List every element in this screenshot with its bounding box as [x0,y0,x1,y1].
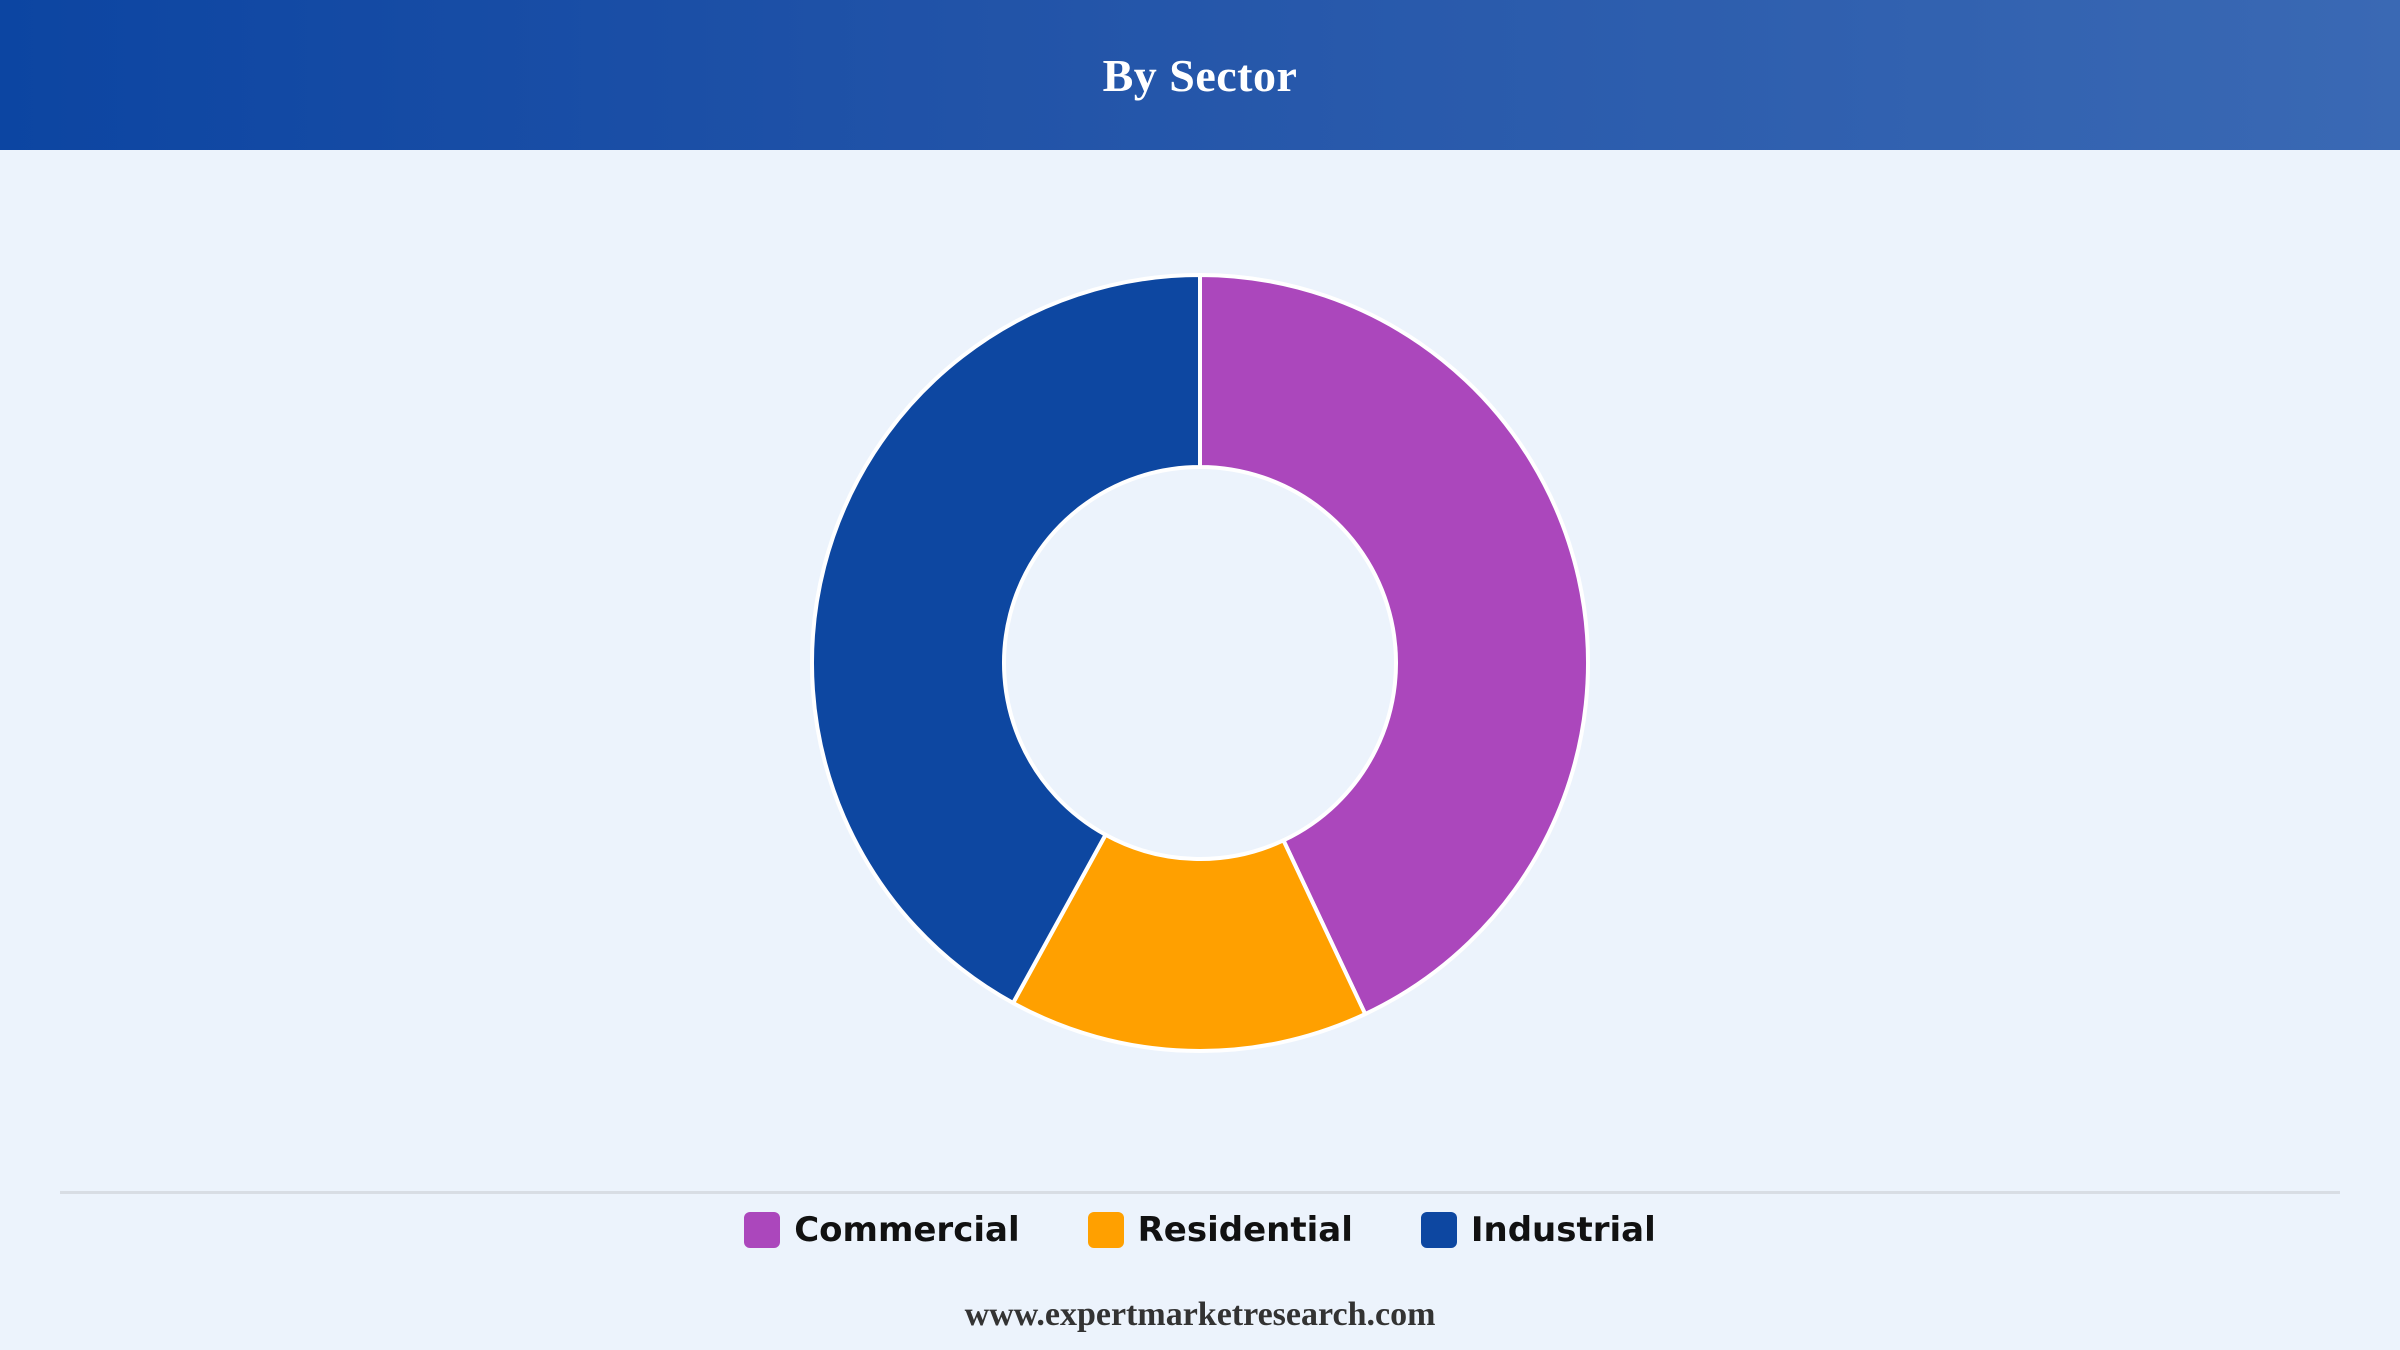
legend: Commercial Residential Industrial [0,1205,2400,1255]
legend-swatch-industrial [1420,1212,1457,1248]
slice-commercial[interactable] [1198,273,1590,1017]
header-bar: By Sector [0,0,2400,150]
source-footer: www.expertmarketresearch.com [964,1296,1436,1333]
legend-swatch-commercial [744,1212,781,1248]
slice-residential[interactable] [1011,832,1368,1053]
chart-title: By Sector [1102,49,1298,101]
legend-item-residential[interactable]: Residential [1087,1210,1353,1250]
slice-industrial[interactable] [810,273,1202,1006]
donut-chart [810,273,1590,1053]
legend-item-commercial[interactable]: Commercial [744,1210,1020,1250]
legend-item-industrial[interactable]: Industrial [1420,1210,1656,1250]
legend-swatch-residential [1087,1212,1124,1248]
legend-label-residential: Residential [1137,1210,1353,1250]
legend-divider [60,1191,2340,1194]
legend-label-commercial: Commercial [794,1210,1020,1250]
legend-label-industrial: Industrial [1470,1210,1656,1250]
